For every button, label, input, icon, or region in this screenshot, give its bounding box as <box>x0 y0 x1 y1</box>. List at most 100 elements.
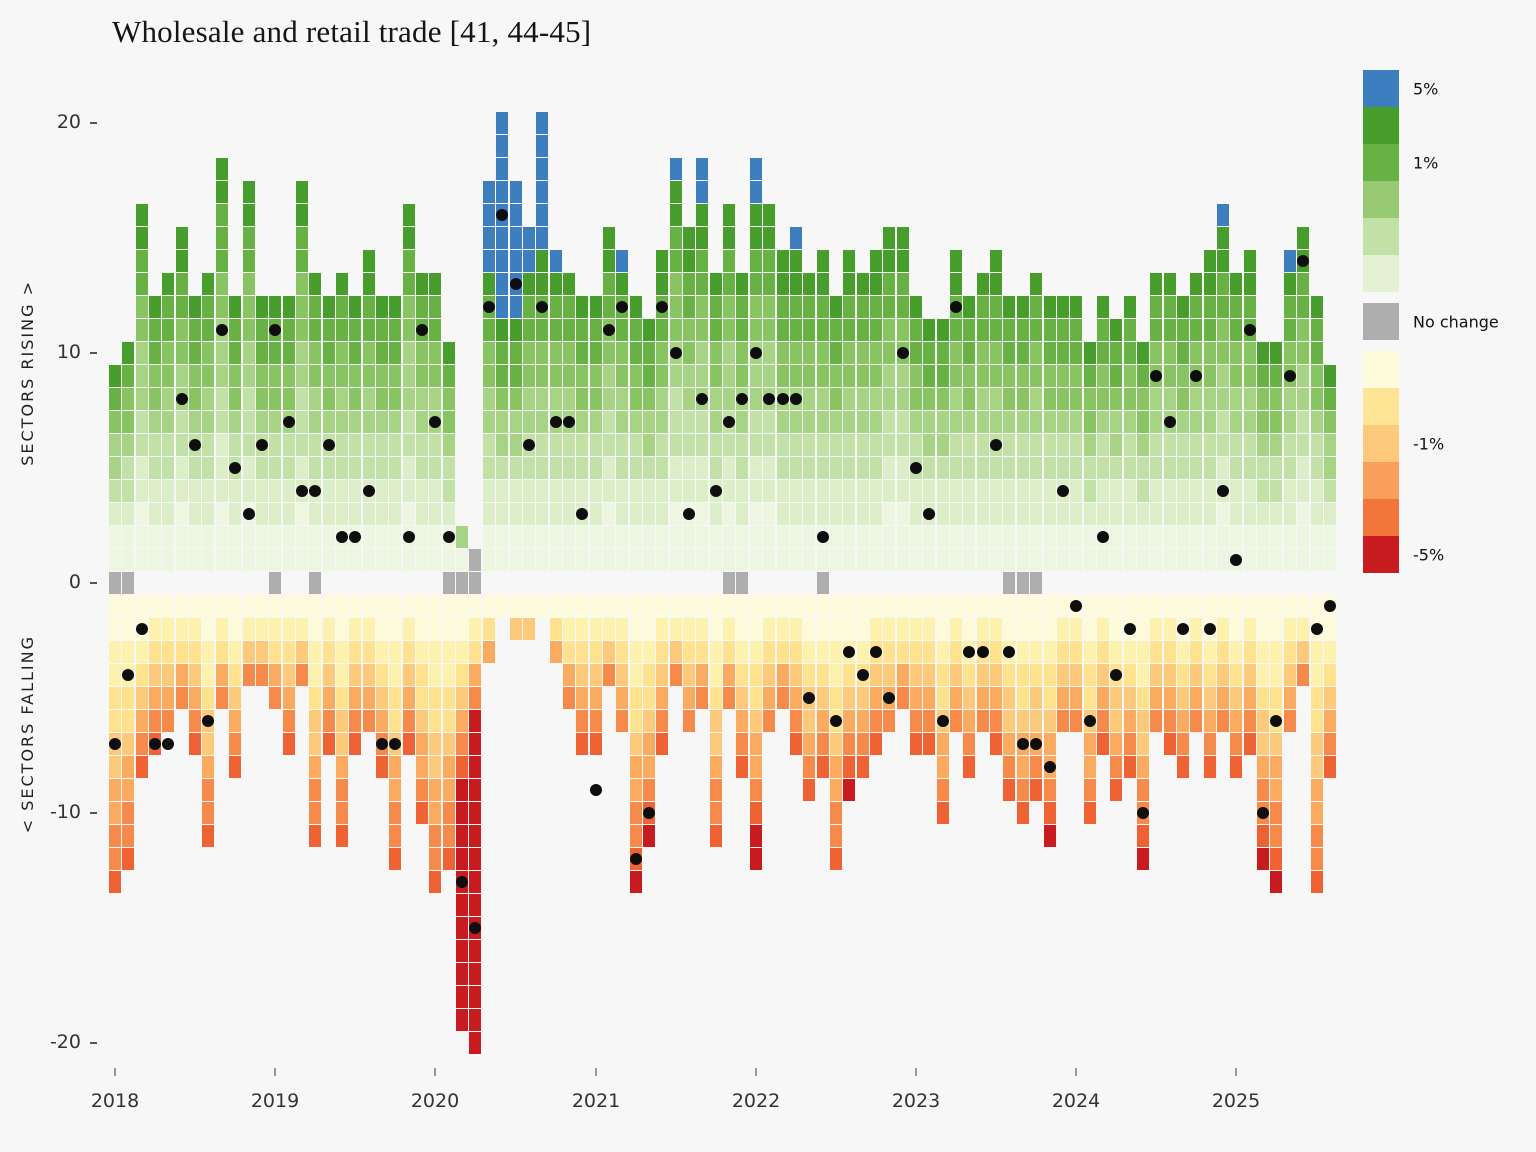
sector-tile-rising <box>710 503 722 525</box>
sector-tile-falling <box>136 710 148 732</box>
sector-tile-falling <box>269 641 281 663</box>
sector-tile-rising <box>803 342 815 364</box>
sector-tile-falling <box>723 664 735 686</box>
sector-tile-falling <box>122 779 134 801</box>
sector-tile-falling <box>456 779 468 801</box>
sector-tile-rising <box>630 480 642 502</box>
sector-tile-falling <box>750 687 762 709</box>
sector-tile-falling <box>336 802 348 824</box>
sector-tile-rising <box>162 457 174 479</box>
sector-tile-rising <box>857 342 869 364</box>
legend-label: 5% <box>1413 79 1439 98</box>
sector-tile-falling <box>1177 664 1189 686</box>
sector-tile-falling <box>963 733 975 755</box>
sector-tile-rising <box>977 526 989 548</box>
sector-tile-rising <box>1324 411 1336 433</box>
sector-tile-rising <box>870 457 882 479</box>
sector-tile-rising <box>803 411 815 433</box>
legend-label: -5% <box>1413 545 1445 564</box>
sector-tile-rising <box>790 342 802 364</box>
sector-tile-rising <box>990 549 1002 571</box>
sector-tile-rising <box>403 365 415 387</box>
sector-tile-falling <box>1124 710 1136 732</box>
sector-tile-falling <box>416 779 428 801</box>
sector-tile-rising <box>1017 549 1029 571</box>
sector-tile-rising <box>363 250 375 272</box>
sector-tile-rising <box>1030 480 1042 502</box>
sector-tile-falling <box>149 710 161 732</box>
x-tick-label: 2024 <box>1051 1090 1101 1112</box>
sector-tile-falling <box>670 641 682 663</box>
sector-tile-rising <box>1070 319 1082 341</box>
sector-tile-rising <box>1244 457 1256 479</box>
sector-tile-rising <box>389 526 401 548</box>
net-balance-dot <box>1204 623 1216 635</box>
sector-tile-rising <box>576 457 588 479</box>
sector-tile-falling <box>1003 779 1015 801</box>
sector-tile-falling <box>122 641 134 663</box>
sector-tile-rising <box>990 457 1002 479</box>
sector-tile-falling <box>1244 687 1256 709</box>
sector-tile-falling <box>790 710 802 732</box>
sector-tile-rising <box>403 342 415 364</box>
sector-tile-rising <box>1150 480 1162 502</box>
sector-tile-falling <box>336 664 348 686</box>
sector-tile-falling <box>483 595 495 617</box>
sector-tile-rising <box>843 250 855 272</box>
net-balance-dot <box>469 922 481 934</box>
net-balance-dot <box>429 416 441 428</box>
sector-tile-rising <box>870 342 882 364</box>
sector-tile-rising <box>817 457 829 479</box>
sector-tile-falling <box>830 825 842 847</box>
sector-tile-rising <box>523 273 535 295</box>
sector-tile-rising <box>136 503 148 525</box>
sector-tile-falling <box>1097 710 1109 732</box>
sector-tile-falling <box>1311 710 1323 732</box>
sector-tile-falling <box>122 595 134 617</box>
sector-tile-falling <box>403 710 415 732</box>
sector-tile-rising <box>1044 549 1056 571</box>
sector-tile-falling <box>429 756 441 778</box>
sector-tile-rising <box>1084 342 1096 364</box>
sector-tile-falling <box>656 595 668 617</box>
sector-tile-rising <box>1244 526 1256 548</box>
sector-tile-falling <box>1270 687 1282 709</box>
sector-tile-rising <box>309 365 321 387</box>
sector-tile-rising <box>817 411 829 433</box>
sector-tile-rising <box>883 250 895 272</box>
sector-tile-falling <box>483 641 495 663</box>
sector-tile-falling <box>857 733 869 755</box>
sector-tile-rising <box>149 365 161 387</box>
net-balance-dot <box>696 393 708 405</box>
legend-item: No change <box>1363 303 1499 340</box>
sector-tile-rising <box>1324 503 1336 525</box>
sector-tile-falling <box>1110 756 1122 778</box>
sector-tile-falling <box>576 710 588 732</box>
sector-tile-falling <box>1257 664 1269 686</box>
sector-tile-rising <box>803 365 815 387</box>
sector-tile-rising <box>283 434 295 456</box>
net-balance-dot <box>590 784 602 796</box>
sector-tile-rising <box>870 549 882 571</box>
sector-tile-rising <box>910 365 922 387</box>
sector-tile-falling <box>630 756 642 778</box>
no-change-tile <box>122 572 134 594</box>
sector-tile-falling <box>456 1009 468 1031</box>
sector-tile-falling <box>336 618 348 640</box>
sector-tile-falling <box>1217 664 1229 686</box>
sector-tile-rising <box>750 411 762 433</box>
legend-swatch <box>1363 255 1399 292</box>
sector-tile-rising <box>1230 365 1242 387</box>
sector-tile-rising <box>1177 480 1189 502</box>
sector-tile-rising <box>523 319 535 341</box>
sector-tile-falling <box>1270 618 1282 640</box>
sector-tile-rising <box>416 480 428 502</box>
sector-tile-rising <box>1030 296 1042 318</box>
no-change-tile <box>817 572 829 594</box>
net-balance-dot <box>1270 715 1282 727</box>
sector-tile-rising <box>189 549 201 571</box>
sector-tile-falling <box>656 710 668 732</box>
sector-tile-falling <box>243 618 255 640</box>
net-balance-dot <box>336 531 348 543</box>
sector-tile-rising <box>763 204 775 226</box>
